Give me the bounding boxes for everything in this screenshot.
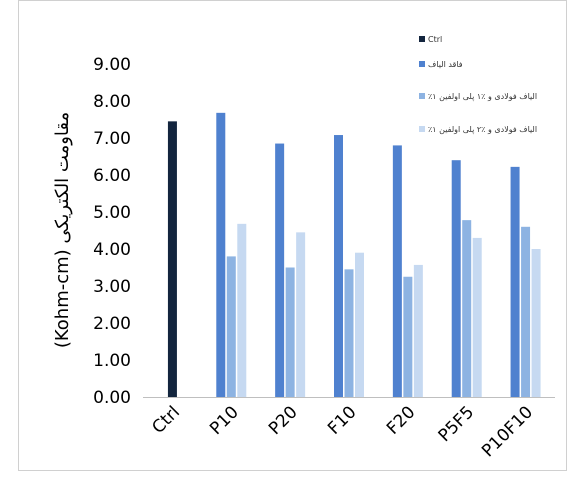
y-axis-ticks: 0.00 1.00 2.00 3.00 4.00 5.00 6.00 7.00 8.00 9.00 xyxy=(93,55,131,408)
y-tick-label: 3.00 xyxy=(93,277,131,297)
bar xyxy=(510,166,520,397)
bar xyxy=(355,252,364,397)
bar xyxy=(392,145,402,397)
bar xyxy=(275,143,285,397)
chart-border xyxy=(18,0,567,471)
bar xyxy=(531,249,541,397)
bar xyxy=(462,220,472,397)
bar xyxy=(237,223,247,397)
bar xyxy=(521,226,531,397)
bar xyxy=(472,237,482,397)
legend-label: ٪۱ الیاف فولادی و ٪۲ پلی اولفین xyxy=(428,125,537,134)
bar xyxy=(226,256,236,397)
y-tick-label: 6.00 xyxy=(93,166,131,186)
y-axis-title: مقاومت الکتریکی (Kohm-cm) xyxy=(52,112,73,348)
bar xyxy=(403,276,413,397)
legend-swatch xyxy=(419,126,425,132)
y-tick-label: 0.00 xyxy=(93,388,131,408)
legend-swatch xyxy=(419,61,425,67)
y-tick-label: 5.00 xyxy=(93,203,131,223)
bar xyxy=(296,232,306,397)
y-tick-label: 9.00 xyxy=(93,55,131,75)
bar xyxy=(413,264,423,397)
y-tick-label: 1.00 xyxy=(93,351,131,371)
y-tick-label: 7.00 xyxy=(93,129,131,149)
bar xyxy=(344,269,354,397)
bar-layer xyxy=(167,112,541,398)
bar xyxy=(451,160,461,397)
y-tick-label: 4.00 xyxy=(93,240,131,260)
bar xyxy=(167,121,177,397)
bar xyxy=(334,135,343,398)
y-tick-label: 2.00 xyxy=(93,314,131,334)
legend-swatch xyxy=(419,93,425,99)
bar xyxy=(216,112,226,397)
legend-label: فاقد الیاف xyxy=(428,60,463,69)
legend-label: Ctrl xyxy=(428,35,442,44)
legend-swatch xyxy=(419,36,425,42)
y-tick-label: 8.00 xyxy=(93,92,131,112)
bar xyxy=(285,267,295,397)
legend: Ctrl فاقد الیاف ٪۱ الیاف فولادی و ٪۱ پلی ا… xyxy=(419,35,537,134)
legend-label: ٪۱ الیاف فولادی و ٪۱ پلی اولفین xyxy=(428,92,537,101)
y-axis-title-group: مقاومت الکتریکی (Kohm-cm) xyxy=(52,112,73,348)
